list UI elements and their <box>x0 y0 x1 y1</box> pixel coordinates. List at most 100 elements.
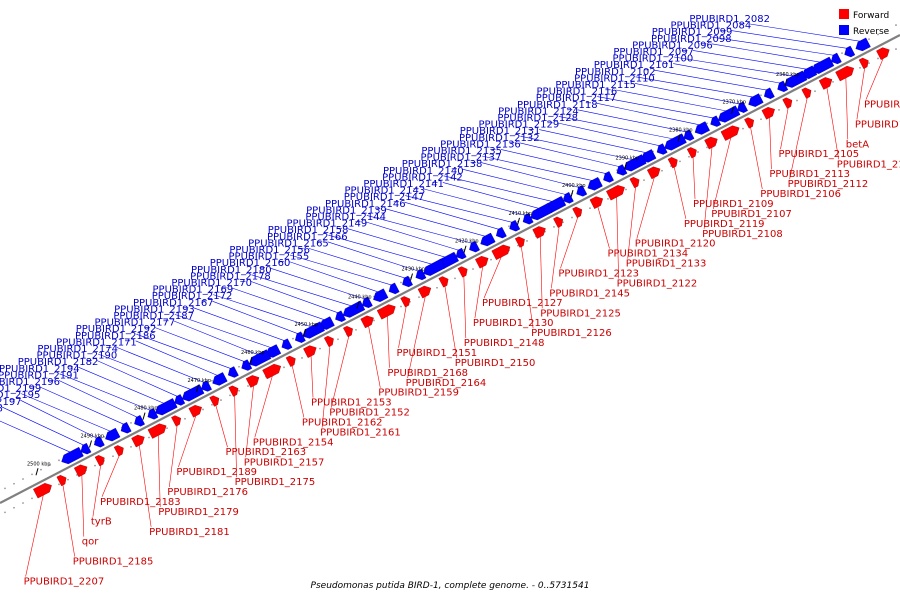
reverse-gene-label: PPUBIRD1_2191 <box>0 370 79 381</box>
reverse-gene-arrow <box>469 240 480 253</box>
forward-gene-label: PPUBIRD1_2153 <box>311 397 392 408</box>
reverse-gene-label: PPUBIRD1_2177 <box>95 318 176 329</box>
forward-gene-arrow <box>228 385 239 397</box>
reverse-gene-arrow <box>227 366 239 378</box>
reverse-gene-label: PPUBIRD1_2143 <box>345 186 426 197</box>
forward-leader-line <box>169 423 178 488</box>
forward-leader-line <box>444 284 457 359</box>
reverse-gene-arrow <box>480 232 496 247</box>
minor-dot <box>409 276 411 279</box>
forward-gene-label: PPUBIRD1_2134 <box>608 249 689 260</box>
forward-leader-line <box>138 443 152 527</box>
reverse-gene-label: PPUBIRD1_2170 <box>171 278 252 289</box>
forward-gene-label: PPUBIRD1_2151 <box>397 348 478 359</box>
reverse-gene-label: PPUBIRD1_2182 <box>18 357 99 368</box>
forward-leader-line <box>157 433 161 507</box>
minor-dot <box>490 258 492 261</box>
reverse-leader-line <box>558 116 675 140</box>
tick-mark <box>142 412 146 420</box>
minor-dot <box>238 365 240 368</box>
forward-gene-arrow <box>209 395 220 407</box>
tick-mark <box>463 245 467 253</box>
leader-lines <box>0 23 885 577</box>
forward-gene-label: PPUBIRD1_2150 <box>455 358 536 369</box>
forward-gene-label: PPUBIRD1_2122 <box>617 279 698 290</box>
reverse-gene-arrow <box>495 226 507 239</box>
reverse-leader-line <box>174 314 273 349</box>
reverse-gene-arrow <box>120 422 132 434</box>
reverse-gene-arrow <box>423 258 446 276</box>
forward-gene-arrow <box>113 445 124 457</box>
reverse-gene-label: PPUBIRD1_2140 <box>383 166 464 177</box>
minor-dot <box>697 151 699 153</box>
minor-dot <box>58 459 60 462</box>
reverse-leader-line <box>692 50 809 70</box>
forward-gene-label: PPUBIRD1_2162 <box>302 417 383 428</box>
reverse-gene-arrow <box>522 213 534 225</box>
forward-gene-arrow <box>147 423 167 439</box>
reverse-leader-line <box>59 373 152 412</box>
reverse-gene-label: PPUBIRD1_2137 <box>421 153 502 164</box>
reverse-gene-label: PPUBIRD1_2174 <box>37 344 118 355</box>
minor-dot <box>355 328 357 331</box>
minor-dot <box>13 482 15 485</box>
forward-gene-arrow <box>360 315 374 329</box>
reverse-leader-line <box>634 83 742 105</box>
reverse-leader-line <box>78 366 166 405</box>
minor-dot <box>877 57 879 60</box>
forward-gene-label: PPUBIRD1_2109 <box>693 199 774 210</box>
reverse-leader-line <box>539 129 648 154</box>
minor-dot <box>436 286 438 289</box>
forward-leader-line <box>673 165 687 219</box>
forward-gene-arrow <box>720 125 740 141</box>
tick-mark <box>410 273 413 281</box>
forward-gene-arrow <box>417 285 432 299</box>
reverse-gene-arrow <box>147 408 159 420</box>
minor-dot <box>301 357 303 359</box>
tick-mark <box>624 162 627 170</box>
kbp-ticks: 2360 kbp 2370 kbp 2380 kbp 2390 kbp 2400 kbp… <box>27 72 800 476</box>
minor-dot <box>607 197 609 200</box>
forward-gene-label: PPUBIRD1_2163 <box>226 447 307 458</box>
tick-mark <box>677 134 681 142</box>
forward-gene-label: PPUBIRD1_2120 <box>635 239 716 250</box>
reverse-gene-label: PPUBIRD1_2101 <box>594 60 675 71</box>
reverse-gene-arrow <box>80 442 92 455</box>
reverse-leader-line <box>673 56 796 77</box>
forward-gene-label: PPUBIRD1_2125 <box>540 308 621 319</box>
reverse-gene-arrow <box>181 384 205 402</box>
tick-mark <box>196 384 199 392</box>
reverse-leader-line <box>0 420 72 453</box>
reverse-gene-label: PPUBIRD1_2100 <box>613 54 694 65</box>
forward-gene-arrow <box>343 325 353 338</box>
reverse-leader-line <box>500 149 608 175</box>
minor-dot <box>742 127 744 130</box>
forward-leader-line <box>692 155 696 199</box>
tick-mark <box>89 440 92 448</box>
forward-gene-label: PPUBIRD1_2130 <box>473 318 554 329</box>
reverse-gene-arrow <box>134 415 145 427</box>
minor-dot <box>679 160 681 163</box>
forward-gene-label: PPUBIRD1_2154 <box>253 437 334 448</box>
forward-leader-line <box>483 255 503 299</box>
forward-gene-arrow <box>686 147 697 159</box>
tick-label: 2440 kbp <box>348 294 372 300</box>
forward-leader-line <box>398 304 407 348</box>
reverse-gene-label: PPUBIRD1_2139 <box>306 205 387 216</box>
minor-dot <box>508 225 510 228</box>
reverse-gene-arrow <box>683 129 695 141</box>
minor-dot <box>832 80 834 83</box>
forward-leader-line <box>92 463 102 517</box>
reverse-gene-arrow <box>402 275 413 288</box>
forward-gene-arrow <box>376 304 396 320</box>
forward-leader-line <box>539 235 543 309</box>
minor-dot <box>22 478 24 480</box>
forward-gene-arrow <box>835 65 855 82</box>
reverse-gene-label: PPUBIRD1_2178 <box>190 271 271 282</box>
reverse-gene-arrow <box>93 435 105 448</box>
forward-leader-line <box>101 453 121 497</box>
reverse-gene-label: PPUBIRD1_2171 <box>56 337 137 348</box>
reverse-leader-line <box>270 267 367 300</box>
forward-gene-arrow <box>303 345 317 358</box>
reverse-gene-arrow <box>201 380 212 392</box>
